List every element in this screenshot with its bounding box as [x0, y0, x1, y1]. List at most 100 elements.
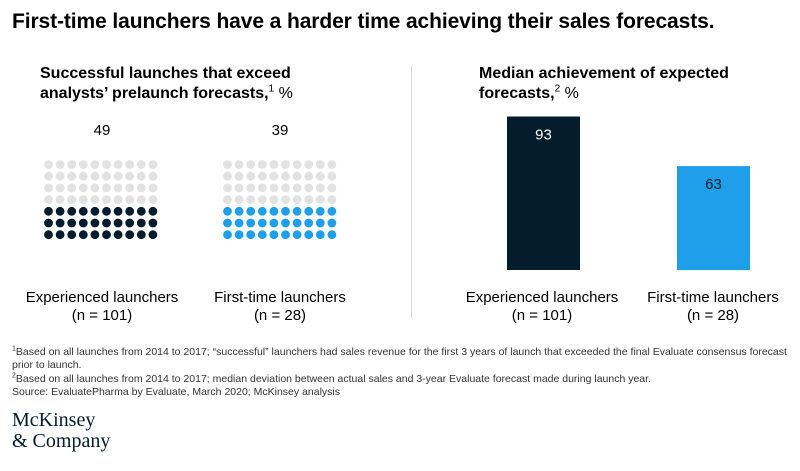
dot-0-5-9	[148, 218, 158, 228]
dot-1-2-4	[269, 183, 279, 193]
dot-0-0-3	[78, 160, 88, 169]
footnote-2-text: Based on all launches from 2014 to 2017;…	[15, 373, 651, 385]
dot-1-4-3	[257, 206, 267, 216]
dot-1-5-8	[315, 218, 325, 228]
dot-1-2-3	[257, 183, 267, 193]
dot-0-6-8	[136, 230, 146, 240]
dot-1-4-5	[281, 206, 290, 216]
dot-0-4-1	[55, 206, 65, 216]
dot-0-0-6	[113, 160, 123, 169]
dot-1-3-2	[246, 195, 256, 205]
panel-divider	[411, 66, 412, 318]
dot-1-6-1	[234, 230, 244, 240]
dot-chart-n-label-0: (n = 101)	[72, 307, 132, 324]
footnote-1: 1Based on all launches from 2014 to 2017…	[12, 346, 792, 372]
dot-1-6-4	[269, 230, 279, 240]
dot-1-5-9	[327, 218, 337, 228]
dot-0-3-6	[113, 195, 123, 205]
dot-1-4-6	[292, 206, 302, 216]
dot-0-5-2	[67, 218, 77, 228]
dot-1-4-0	[223, 206, 232, 216]
dot-1-2-6	[292, 183, 302, 193]
dot-0-3-2	[67, 195, 77, 205]
dot-1-6-3	[257, 230, 267, 240]
footnote-2-marker: 2	[12, 372, 16, 380]
dot-1-2-0	[223, 183, 232, 193]
dot-0-0-2	[67, 160, 77, 169]
logo-line-2: & Company	[12, 430, 111, 452]
dot-chart-value-label-0: 49	[94, 122, 111, 139]
dot-1-6-8	[315, 230, 325, 240]
dot-chart-category-label-0: Experienced launchers	[26, 289, 179, 306]
right-chart-unit: %	[564, 85, 579, 102]
dot-1-3-6	[292, 195, 302, 205]
source-note: Source: EvaluatePharma by Evaluate, Marc…	[12, 386, 340, 398]
dot-0-4-8	[136, 206, 146, 216]
dot-0-5-8	[136, 218, 146, 228]
dot-0-1-5	[102, 171, 111, 181]
dot-0-0-5	[102, 160, 111, 169]
bar-value-label-0: 93	[535, 127, 552, 144]
footnote-1-marker: 1	[12, 345, 16, 353]
dot-0-3-7	[125, 195, 135, 205]
dot-0-2-1	[55, 183, 65, 193]
dot-0-2-0	[44, 183, 53, 193]
right-chart-title-text: Median achievement of expected forecasts…	[479, 65, 729, 102]
dot-chart-n-label-1: (n = 28)	[254, 307, 306, 324]
dot-1-0-7	[304, 160, 314, 169]
dot-1-0-8	[315, 160, 325, 169]
logo-line-1: McKinsey	[12, 409, 96, 431]
dot-0-3-3	[78, 195, 88, 205]
dot-1-4-8	[315, 206, 325, 216]
dot-0-6-5	[102, 230, 111, 240]
bar-n-label-1: (n = 28)	[687, 307, 739, 324]
left-chart-title-text: Successful launches that exceed analysts…	[40, 65, 291, 102]
dot-1-3-3	[257, 195, 267, 205]
dot-0-2-4	[90, 183, 100, 193]
left-chart-title: Successful launches that exceed analysts…	[40, 64, 340, 104]
dot-0-5-6	[113, 218, 123, 228]
dot-1-3-8	[315, 195, 325, 205]
dot-1-2-1	[234, 183, 244, 193]
dot-1-3-7	[304, 195, 314, 205]
dot-1-3-9	[327, 195, 337, 205]
dot-1-0-5	[281, 160, 290, 169]
dot-0-6-3	[78, 230, 88, 240]
dot-1-4-1	[234, 206, 244, 216]
dot-1-1-6	[292, 171, 302, 181]
dot-1-1-0	[223, 171, 232, 181]
bar-n-label-0: (n = 101)	[512, 307, 572, 324]
dot-1-0-1	[234, 160, 244, 169]
dot-1-0-3	[257, 160, 267, 169]
dot-0-6-2	[67, 230, 77, 240]
dot-1-1-8	[315, 171, 325, 181]
dot-0-5-7	[125, 218, 135, 228]
dot-1-2-7	[304, 183, 314, 193]
dot-1-1-2	[246, 171, 256, 181]
left-chart-title-footnote-ref: 1	[268, 83, 275, 95]
dot-0-2-9	[148, 183, 158, 193]
dot-0-4-9	[148, 206, 158, 216]
bar-0	[507, 116, 580, 270]
dot-0-3-9	[148, 195, 158, 205]
dot-1-1-4	[269, 171, 279, 181]
dot-0-0-1	[55, 160, 65, 169]
left-chart-unit: %	[278, 85, 293, 102]
dot-1-0-9	[327, 160, 337, 169]
dot-1-3-0	[223, 195, 232, 205]
dot-1-5-7	[304, 218, 314, 228]
dot-0-2-3	[78, 183, 88, 193]
dot-0-4-7	[125, 206, 135, 216]
dot-1-1-5	[281, 171, 290, 181]
dot-0-5-1	[55, 218, 65, 228]
dot-0-4-5	[102, 206, 111, 216]
dot-0-2-5	[102, 183, 111, 193]
dot-1-0-4	[269, 160, 279, 169]
dot-1-5-1	[234, 218, 244, 228]
dot-1-4-4	[269, 206, 279, 216]
dot-0-6-6	[113, 230, 123, 240]
dot-1-5-6	[292, 218, 302, 228]
dot-0-0-9	[148, 160, 158, 169]
dot-1-5-3	[257, 218, 267, 228]
